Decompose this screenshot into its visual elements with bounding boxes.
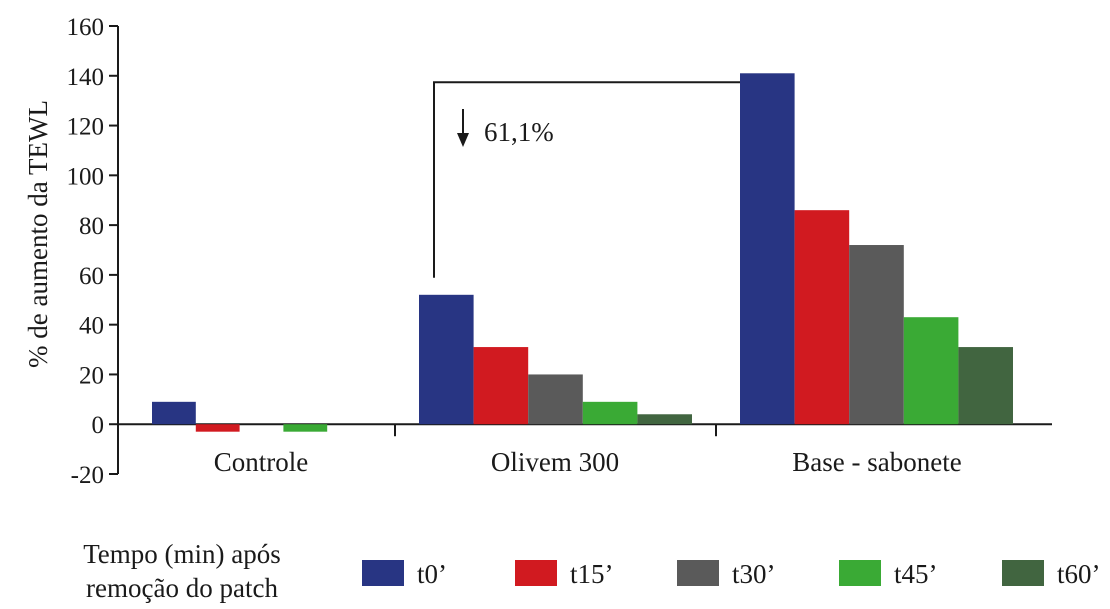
legend-label: t30’ [732,559,776,589]
y-axis-label: % de aumento da TEWL [23,100,53,368]
legend-swatch [677,560,719,586]
x-tick-label: Base - sabonete [792,447,961,477]
annotation-label: 61,1% [484,117,554,147]
legend-label: t45’ [894,559,938,589]
annotation: 61,1% [433,81,740,278]
x-tick-label: Olivem 300 [491,447,619,477]
y-tick-label: 120 [67,114,105,141]
legend-title-line-2: remoção do patch [86,573,278,603]
legend-label: t60’ [1057,559,1101,589]
axes: -20 0 20 40 60 80 100 120 140 160 Controle Olivem 3… [67,14,1052,489]
bar [283,424,328,432]
bar [958,347,1013,425]
y-tick-label: 20 [79,362,104,389]
legend: Tempo (min) após remoção do patch t0’ t15’ t… [83,539,1100,603]
y-tick-label: 100 [67,163,105,190]
bar [903,317,959,425]
y-tick-label: 40 [79,313,104,340]
bar [794,210,850,425]
annotation-bracket [433,81,740,278]
y-tick-label: -20 [71,462,104,489]
bar [473,347,529,425]
bar [849,245,904,425]
x-tick-label: Controle [214,447,309,477]
y-tick-label: 0 [92,412,105,439]
y-tick-label: 60 [79,263,104,290]
bar [637,414,692,425]
legend-swatch [839,560,881,586]
bar [740,73,795,425]
legend-swatch [362,560,404,586]
legend-label: t15’ [570,559,614,589]
y-tick-label: 160 [67,14,105,41]
bars [152,73,1013,432]
bar [195,424,240,432]
bar [419,294,474,425]
y-tick-label: 80 [79,213,104,240]
legend-title-line-1: Tempo (min) após [83,539,281,569]
bar [582,401,638,425]
annotation-arrow-head [457,133,469,147]
bar [528,374,583,425]
legend-swatch [1002,560,1044,586]
y-tick-label: 140 [67,64,105,91]
legend-swatch [515,560,557,586]
legend-label: t0’ [417,559,447,589]
bar [152,401,196,425]
